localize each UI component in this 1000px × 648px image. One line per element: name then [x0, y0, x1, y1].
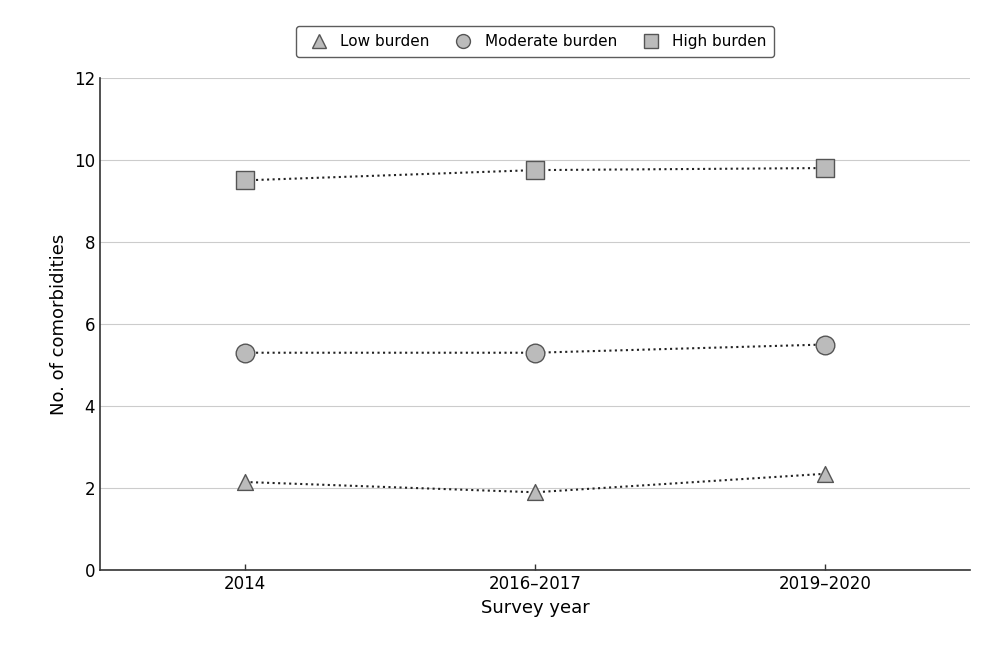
Point	[527, 165, 543, 176]
Point	[817, 340, 833, 350]
Point	[817, 163, 833, 173]
X-axis label: Survey year: Survey year	[481, 599, 589, 617]
Point	[237, 347, 253, 358]
Point	[527, 347, 543, 358]
Point	[817, 469, 833, 479]
Point	[237, 477, 253, 487]
Y-axis label: No. of comorbidities: No. of comorbidities	[50, 233, 68, 415]
Legend: Low burden, Moderate burden, High burden: Low burden, Moderate burden, High burden	[296, 27, 774, 56]
Point	[527, 487, 543, 498]
Point	[237, 175, 253, 185]
